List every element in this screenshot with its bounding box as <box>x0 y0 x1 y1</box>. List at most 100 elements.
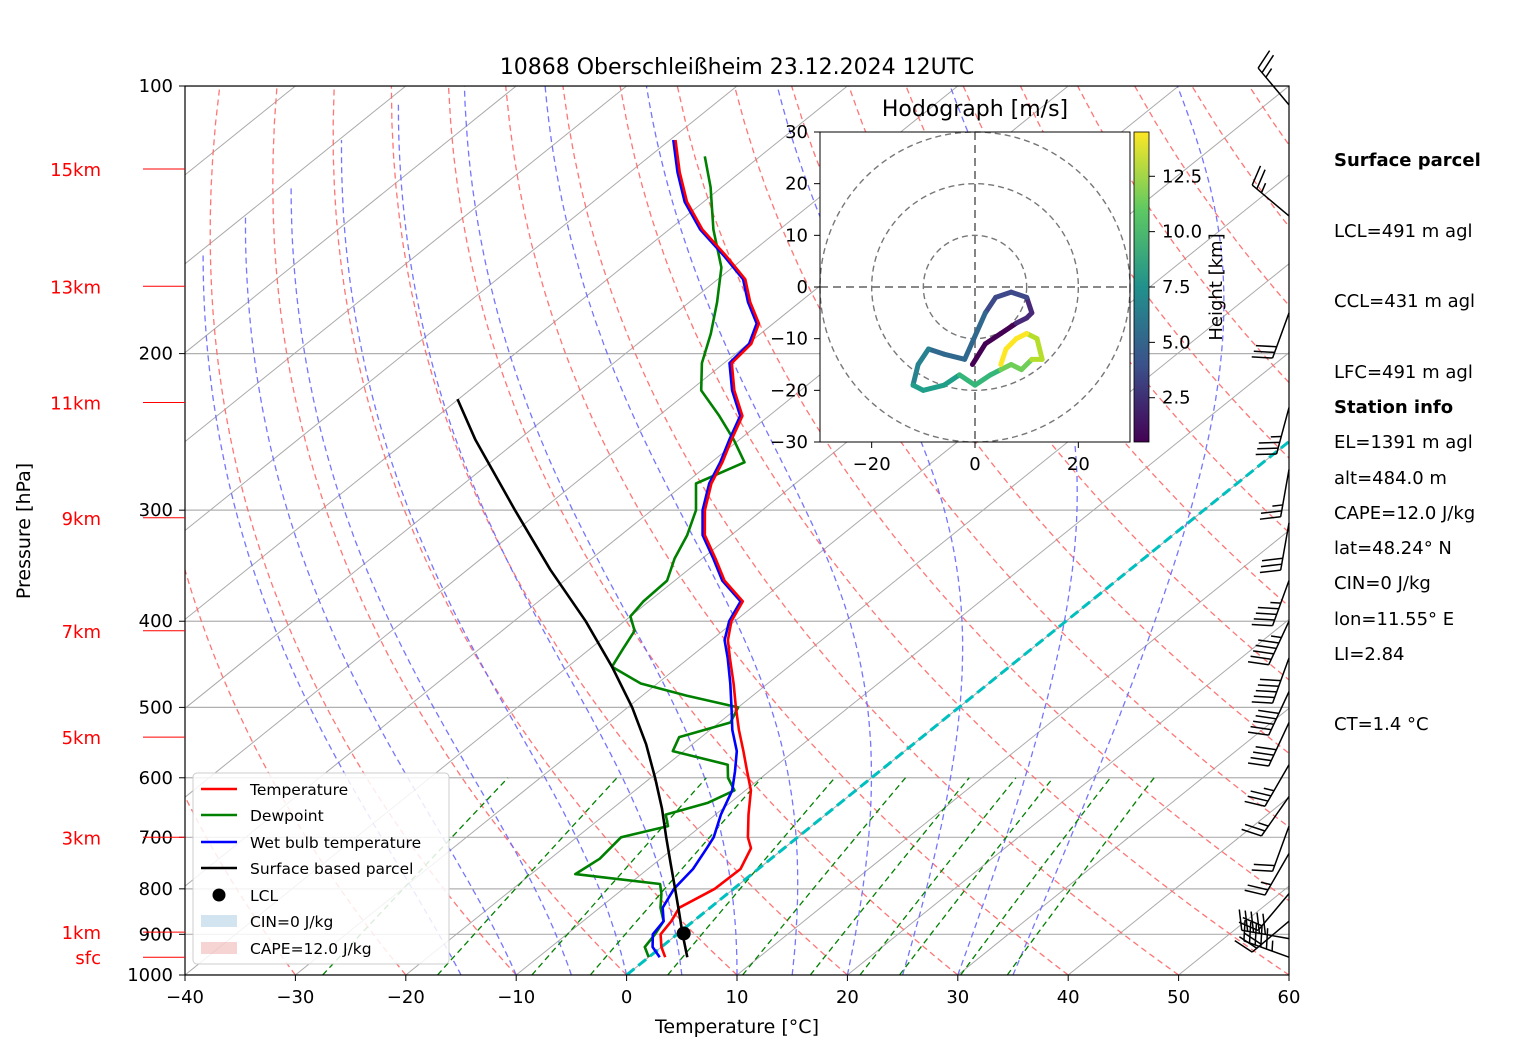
wind-barb-flag <box>1248 796 1268 801</box>
y-axis-label: Pressure [hPa] <box>13 463 35 599</box>
hodograph-y-tick-label: −30 <box>770 432 808 453</box>
x-tick-label: −40 <box>166 987 204 1008</box>
wind-barb-flag <box>1252 624 1273 625</box>
x-tick-label: −10 <box>497 987 535 1008</box>
wind-barb-staff <box>1273 826 1289 871</box>
x-axis-label: Temperature [°C] <box>654 1016 819 1038</box>
hodograph-y-tick-label: 20 <box>785 174 808 195</box>
hodograph-y-tick-label: −10 <box>770 329 808 350</box>
wind-barb-flag <box>1260 517 1281 519</box>
y-tick-label: 100 <box>139 76 173 97</box>
height-label: 13km <box>50 277 101 298</box>
x-tick-label: 20 <box>836 987 859 1008</box>
y-tick-label: 1000 <box>127 965 173 986</box>
moist-adiabat-line <box>545 86 798 975</box>
x-tick-label: 0 <box>621 987 632 1008</box>
dry-adiabat-line <box>391 86 847 975</box>
wind-barb <box>1245 765 1289 807</box>
hodograph-y-tick-label: 10 <box>785 225 808 246</box>
wind-barb-flag <box>1254 696 1275 697</box>
wind-barb-flag <box>1254 351 1275 352</box>
legend-label-dewpoint: Dewpoint <box>250 807 324 825</box>
wind-barb-flag <box>1254 864 1275 865</box>
height-label: 11km <box>50 394 101 415</box>
x-tick-label: −30 <box>276 987 314 1008</box>
wind-barb-half-flag <box>1271 636 1281 638</box>
wind-barb-flag <box>1252 870 1273 871</box>
wind-barb-flag <box>1257 448 1278 449</box>
colorbar-tick-label: 10.0 <box>1162 222 1202 243</box>
wind-barb-flag <box>1252 702 1273 703</box>
wind-barb-flag <box>1253 752 1274 755</box>
wind-barb-flag <box>1251 758 1272 761</box>
wind-barb-flag <box>1251 791 1271 796</box>
lcl-value: LCL=491 m agl <box>1334 220 1481 244</box>
wind-barb-flag <box>1248 662 1269 665</box>
wind-barb-half-flag <box>1270 603 1280 604</box>
x-tick-label: 60 <box>1278 987 1301 1008</box>
wind-barb <box>1252 166 1289 216</box>
wind-barb-half-flag <box>1261 183 1265 193</box>
wind-barb-flag <box>1256 747 1277 750</box>
station-info-panel: Station info alt=484.0 m lat=48.24° N lo… <box>1334 349 1454 655</box>
y-axis-ticks: 1002003004005006007008009001000 <box>127 76 185 986</box>
legend-label-parcel: Surface based parcel <box>250 860 413 878</box>
mixing-ratio-line <box>590 778 761 975</box>
wind-barb-flag <box>1262 558 1283 560</box>
hodograph-colorbar <box>1134 132 1149 442</box>
legend-label-cape: CAPE=12.0 J/kg <box>250 940 372 958</box>
wind-barb <box>1260 469 1289 519</box>
wind-barb-flag <box>1245 801 1265 806</box>
hodograph-y-tick-label: 30 <box>785 122 808 143</box>
wind-barb-half-flag <box>1264 788 1274 790</box>
station-lon: lon=11.55° E <box>1334 608 1454 632</box>
wind-barb-flag <box>1258 51 1269 68</box>
wind-barb <box>1260 523 1289 573</box>
y-tick-label: 500 <box>139 697 173 718</box>
wind-barb-flag <box>1245 890 1265 895</box>
height-label: sfc <box>75 948 101 969</box>
y-tick-label: 200 <box>139 344 173 365</box>
wind-barb-flag <box>1260 679 1281 680</box>
chart-title: 10868 Oberschleißheim 23.12.2024 12UTC <box>500 55 975 80</box>
station-alt: alt=484.0 m <box>1334 467 1454 491</box>
wind-barb-flag <box>1256 691 1277 692</box>
wind-barb <box>1252 581 1289 626</box>
lcl-marker <box>677 926 691 940</box>
wind-barb-flag <box>1256 645 1277 648</box>
x-tick-label: 40 <box>1057 987 1080 1008</box>
x-tick-label: 30 <box>946 987 969 1008</box>
hodograph-inset: −20020−30−20−100102030 Hodograph [m/s] 2… <box>770 97 1227 475</box>
hodograph-x-tick-label: 20 <box>1067 454 1090 475</box>
height-label: 5km <box>62 728 101 749</box>
wind-barb-flag <box>1251 727 1272 730</box>
hodograph-y-tick-label: −20 <box>770 380 808 401</box>
profile-lines <box>458 140 759 957</box>
wind-barb-flag <box>1239 937 1256 948</box>
wind-barb-flag <box>1261 564 1282 566</box>
x-axis-ticks: −40−30−20−100102030405060 <box>166 975 1300 1008</box>
wind-barb-flag <box>1248 763 1269 766</box>
height-label: 7km <box>62 622 101 643</box>
wind-barb-flag <box>1239 910 1241 931</box>
wetbulb-profile <box>653 140 757 957</box>
wind-barb-flag <box>1256 454 1277 455</box>
wind-barb-half-flag <box>1272 941 1273 951</box>
height-label: 9km <box>62 509 101 530</box>
hodograph-title: Hodograph [m/s] <box>882 97 1068 122</box>
wind-barb-flag <box>1259 442 1280 443</box>
y-tick-label: 600 <box>139 768 173 789</box>
colorbar-tick-label: 5.0 <box>1162 332 1191 353</box>
wind-barb-flag <box>1262 55 1273 72</box>
wind-barb-flag <box>1251 656 1272 659</box>
colorbar-ticks: 2.55.07.510.012.5 <box>1149 166 1202 408</box>
station-lat: lat=48.24° N <box>1334 537 1454 561</box>
mixing-ratio-line <box>743 778 906 975</box>
temperature-profile <box>661 140 759 957</box>
wind-barb-flag <box>1256 346 1277 347</box>
wind-barb-flag <box>1256 716 1277 719</box>
station-info-heading: Station info <box>1334 396 1454 420</box>
wind-barb-flag <box>1258 608 1279 609</box>
height-label: 1km <box>62 923 101 944</box>
skewt-figure: 10868 Oberschleißheim 23.12.2024 12UTC −… <box>0 0 1517 1060</box>
